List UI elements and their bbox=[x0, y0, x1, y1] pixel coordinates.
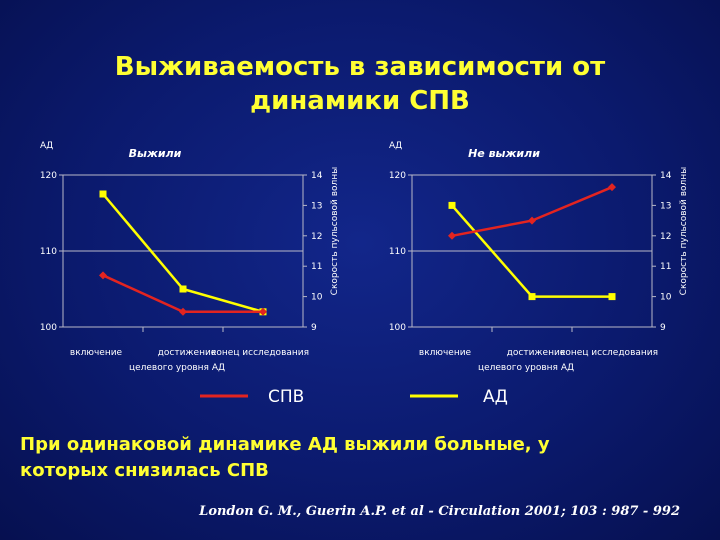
chart-title: Выжили bbox=[129, 147, 182, 160]
y-left-axis-label: АД bbox=[40, 141, 53, 151]
conclusion-text: При одинаковой динамике АД выжили больны… bbox=[20, 432, 680, 484]
x-category-label: включение bbox=[70, 348, 123, 358]
data-point bbox=[179, 285, 187, 293]
data-point bbox=[528, 293, 536, 301]
y-right-tick-label: 14 bbox=[311, 171, 323, 181]
y-right-tick-label: 12 bbox=[660, 232, 671, 242]
data-point bbox=[99, 271, 107, 280]
y-left-tick-label: 120 bbox=[40, 171, 57, 181]
y-right-tick-label: 11 bbox=[311, 262, 322, 272]
y-right-tick-label: 12 bbox=[311, 232, 322, 242]
y-left-tick-label: 110 bbox=[40, 247, 57, 257]
data-point bbox=[259, 307, 267, 316]
x-category-label: конец исследования bbox=[560, 348, 658, 358]
data-point bbox=[608, 183, 616, 192]
data-point bbox=[448, 231, 456, 240]
data-point bbox=[608, 293, 616, 301]
y-right-tick-label: 11 bbox=[660, 262, 671, 272]
y-right-axis-label: Скорость пульсовой волны bbox=[330, 167, 340, 296]
title-line-2: динамики СПВ bbox=[250, 86, 470, 116]
y-right-tick-label: 13 bbox=[311, 201, 322, 211]
x-axis-label: целевого уровня АД bbox=[478, 363, 574, 373]
data-point bbox=[99, 190, 107, 198]
y-right-tick-label: 13 bbox=[660, 201, 671, 211]
citation: London G. M., Guerin A.P. et al - Circul… bbox=[199, 504, 680, 519]
y-right-tick-label: 10 bbox=[311, 293, 323, 303]
y-left-tick-label: 100 bbox=[40, 323, 57, 333]
data-point bbox=[448, 201, 456, 209]
y-left-tick-label: 110 bbox=[389, 247, 406, 257]
x-category-label: достижение bbox=[158, 348, 217, 358]
series-line bbox=[102, 274, 263, 314]
y-right-tick-label: 14 bbox=[660, 171, 672, 181]
y-right-tick-label: 10 bbox=[660, 293, 672, 303]
x-category-label: конец исследования bbox=[211, 348, 309, 358]
conclusion-line-1: При одинаковой динамике АД выжили больны… bbox=[20, 434, 550, 455]
y-right-tick-label: 9 bbox=[660, 323, 666, 333]
y-left-axis-label: АД bbox=[389, 141, 402, 151]
legend-label: АД bbox=[483, 387, 508, 407]
chart-title: Не выжили bbox=[468, 147, 540, 160]
data-point bbox=[179, 307, 187, 316]
data-point bbox=[528, 216, 536, 225]
y-left-tick-label: 120 bbox=[389, 171, 406, 181]
title-line-1: Выживаемость в зависимости от bbox=[114, 52, 606, 82]
legend-label: СПВ bbox=[268, 387, 304, 407]
series-line bbox=[451, 186, 613, 238]
y-right-axis-label: Скорость пульсовой волны bbox=[679, 167, 689, 296]
series-line bbox=[102, 193, 264, 314]
x-axis-label: целевого уровня АД bbox=[129, 363, 225, 373]
y-left-tick-label: 100 bbox=[389, 323, 406, 333]
x-category-label: достижение bbox=[507, 348, 566, 358]
slide-title: Выживаемость в зависимости от динамики С… bbox=[60, 50, 660, 118]
conclusion-line-2: которых снизилась СПВ bbox=[20, 460, 269, 481]
y-right-tick-label: 9 bbox=[311, 323, 317, 333]
x-category-label: включение bbox=[419, 348, 472, 358]
